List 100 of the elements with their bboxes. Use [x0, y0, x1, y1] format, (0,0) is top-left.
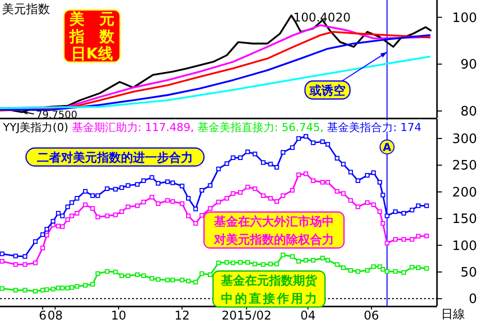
point	[193, 206, 198, 212]
point	[141, 200, 146, 204]
point	[377, 209, 382, 214]
point	[104, 269, 110, 274]
x-tick-label: 10	[110, 308, 126, 320]
point	[280, 252, 286, 258]
point	[274, 165, 280, 170]
annotation: 79.7500	[36, 110, 78, 121]
point	[165, 179, 170, 184]
point	[341, 191, 346, 196]
point	[245, 260, 250, 265]
point	[296, 259, 301, 264]
point	[200, 188, 204, 193]
text: 日線	[441, 307, 465, 320]
x-tick-label: 6	[38, 308, 46, 320]
point	[274, 199, 280, 204]
point	[33, 288, 38, 294]
point	[380, 192, 386, 198]
point	[384, 240, 390, 246]
point	[393, 269, 398, 274]
point	[200, 271, 204, 276]
point	[104, 214, 110, 218]
point	[69, 285, 74, 290]
point	[424, 266, 429, 271]
point	[186, 278, 191, 284]
point	[280, 193, 286, 198]
point	[230, 155, 236, 160]
point	[260, 193, 266, 198]
point	[304, 258, 308, 263]
point	[126, 204, 130, 210]
point	[208, 206, 212, 211]
point	[410, 264, 414, 270]
point	[135, 182, 140, 187]
point	[401, 210, 406, 216]
point	[238, 190, 243, 195]
y-tick-label: 250	[452, 158, 477, 174]
point	[56, 210, 61, 216]
point	[170, 199, 176, 204]
point	[113, 270, 118, 274]
point	[320, 256, 325, 260]
y-tick-label: 0	[468, 292, 477, 308]
point	[416, 265, 421, 270]
point	[416, 234, 421, 239]
point	[304, 134, 308, 139]
point	[74, 210, 80, 216]
point	[280, 150, 286, 155]
point	[126, 273, 130, 278]
point	[371, 264, 376, 269]
point	[96, 214, 100, 220]
point	[150, 276, 154, 281]
point	[156, 277, 160, 282]
point	[156, 181, 160, 186]
point	[60, 214, 65, 218]
annotation: 100.4020	[293, 10, 351, 24]
point	[33, 239, 38, 244]
y-tick-label: 90	[460, 58, 477, 73]
text: 基金期汇助力: 117.489,	[72, 121, 198, 134]
point	[22, 262, 28, 267]
annotation: 二者对美元指数的进一步合力	[37, 150, 193, 164]
ref-line-label: A	[382, 141, 392, 154]
point	[252, 186, 258, 191]
point	[310, 178, 316, 183]
point	[238, 155, 243, 160]
point	[260, 262, 266, 267]
point	[193, 221, 198, 226]
point	[296, 136, 301, 141]
point	[141, 178, 146, 183]
point	[40, 288, 45, 292]
point	[96, 271, 100, 276]
point	[230, 191, 236, 196]
point	[74, 196, 80, 201]
point	[310, 140, 316, 146]
annotation: 或诱空	[308, 83, 346, 98]
point	[208, 272, 212, 277]
point	[364, 200, 370, 205]
point	[83, 283, 88, 288]
point	[65, 217, 70, 222]
point	[50, 218, 56, 224]
point	[119, 185, 124, 190]
point	[224, 260, 230, 265]
point	[186, 214, 191, 218]
legend-title: YYJ美指力(0)	[2, 121, 72, 134]
point	[377, 180, 382, 185]
point	[113, 186, 118, 192]
point	[380, 221, 386, 226]
point	[230, 260, 236, 266]
point	[224, 161, 230, 166]
point	[141, 273, 146, 278]
point	[170, 180, 176, 186]
point	[13, 262, 18, 267]
point	[348, 170, 353, 174]
x-tick-label: 06	[364, 308, 380, 320]
point	[65, 204, 70, 210]
point	[150, 194, 154, 200]
point	[170, 278, 176, 282]
point	[119, 273, 124, 278]
point	[156, 201, 160, 206]
point	[90, 206, 95, 211]
point	[165, 198, 170, 203]
point	[40, 246, 45, 250]
